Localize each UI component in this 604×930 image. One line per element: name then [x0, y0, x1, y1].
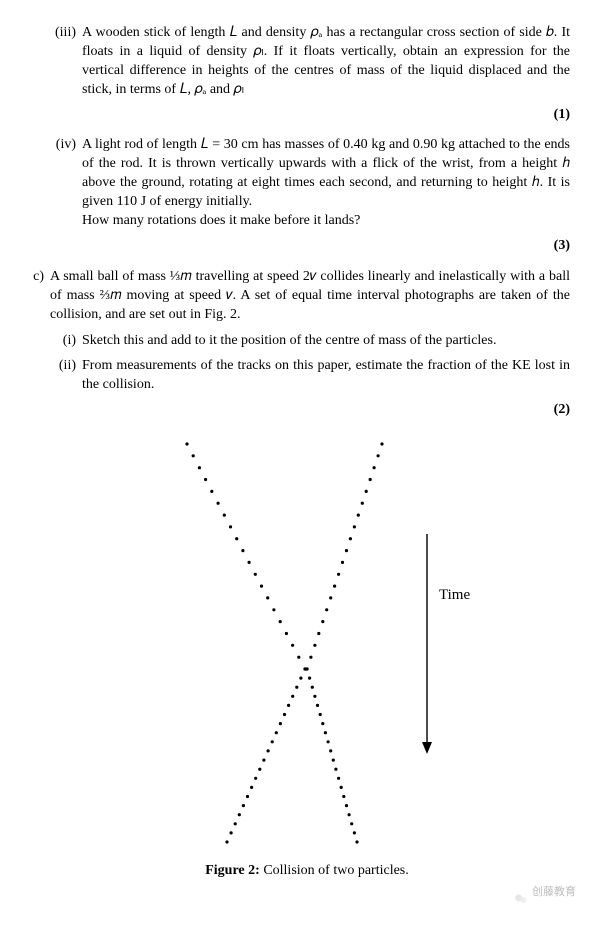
watermark: 创藤教育 — [514, 878, 576, 906]
question-c: c) A small ball of mass ⅓𝑚 travelling at… — [22, 268, 570, 325]
text-b-iv-p1: A light rod of length 𝐿 = 30 cm has mass… — [82, 137, 570, 209]
num-b-iii: (iii) — [44, 24, 82, 100]
figure-2-caption-label: Figure 2: — [205, 863, 260, 878]
question-c-i: (i) Sketch this and add to it the positi… — [44, 332, 570, 351]
figure-2-caption: Figure 2: Collision of two particles. — [44, 862, 570, 881]
figure-2-caption-text: Collision of two particles. — [260, 863, 409, 878]
num-b-iv: (iv) — [44, 136, 82, 230]
text-b-iv: A light rod of length 𝐿 = 30 cm has mass… — [82, 136, 570, 230]
text-b-iv-p2: How many rotations does it make before i… — [82, 213, 360, 228]
question-b-iv: (iv) A light rod of length 𝐿 = 30 cm has… — [44, 136, 570, 230]
marks-b-iii: (1) — [44, 106, 570, 125]
text-c: A small ball of mass ⅓𝑚 travelling at sp… — [50, 268, 570, 325]
text-c-intro: A small ball of mass ⅓𝑚 travelling at sp… — [50, 269, 570, 322]
marks-c: (2) — [44, 401, 570, 420]
text-c-ii: From measurements of the tracks on this … — [82, 357, 570, 395]
text-c-i: Sketch this and add to it the position o… — [82, 332, 570, 351]
marks-b-iv: (3) — [44, 237, 570, 256]
wechat-icon — [514, 892, 528, 906]
text-b-iii: A wooden stick of length 𝐿 and density 𝜌… — [82, 24, 570, 100]
question-b-iii: (iii) A wooden stick of length 𝐿 and den… — [44, 24, 570, 100]
figure-2-scatter: Time — [107, 434, 507, 854]
time-axis-label: Time — [439, 587, 470, 603]
watermark-text: 创藤教育 — [532, 885, 576, 900]
question-c-ii: (ii) From measurements of the tracks on … — [44, 357, 570, 395]
num-c: c) — [22, 268, 50, 325]
num-c-i: (i) — [44, 332, 82, 351]
num-c-ii: (ii) — [44, 357, 82, 395]
